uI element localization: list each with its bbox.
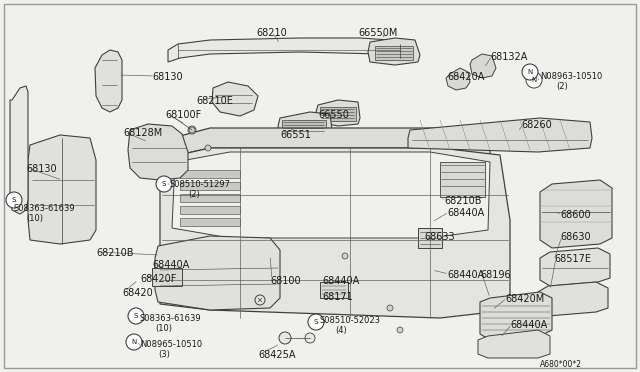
Text: S08510-52023: S08510-52023 — [320, 316, 381, 325]
Text: (4): (4) — [335, 326, 347, 335]
Text: 68100F: 68100F — [165, 110, 201, 120]
Circle shape — [6, 192, 22, 208]
Bar — [180, 170, 240, 178]
Text: 68440A: 68440A — [447, 270, 484, 280]
Circle shape — [188, 126, 196, 134]
Polygon shape — [155, 236, 280, 310]
Text: 68600: 68600 — [560, 210, 591, 220]
Text: S08363-61639: S08363-61639 — [14, 204, 76, 213]
Circle shape — [128, 308, 144, 324]
Text: 68210B: 68210B — [444, 196, 481, 206]
Text: 68260: 68260 — [521, 120, 552, 130]
Circle shape — [308, 314, 324, 330]
Text: 68210B: 68210B — [96, 248, 134, 258]
Text: N: N — [527, 69, 532, 75]
Circle shape — [397, 327, 403, 333]
Polygon shape — [478, 330, 550, 358]
Polygon shape — [28, 135, 96, 244]
Polygon shape — [10, 86, 28, 214]
Text: 68130: 68130 — [26, 164, 56, 174]
Bar — [418, 228, 442, 248]
Text: 66551: 66551 — [280, 130, 311, 140]
Circle shape — [189, 127, 195, 133]
Text: 68440A: 68440A — [322, 276, 359, 286]
Circle shape — [526, 72, 542, 88]
Text: S08363-61639: S08363-61639 — [140, 314, 202, 323]
Text: N: N — [131, 339, 136, 345]
Polygon shape — [368, 38, 420, 65]
Text: 68425A: 68425A — [258, 350, 296, 360]
Text: 68630: 68630 — [560, 232, 591, 242]
Bar — [180, 218, 240, 226]
Circle shape — [126, 334, 142, 350]
Polygon shape — [172, 152, 490, 238]
Text: N08965-10510: N08965-10510 — [140, 340, 202, 349]
Text: 68210: 68210 — [257, 28, 287, 38]
Polygon shape — [408, 118, 592, 152]
Text: S: S — [314, 319, 318, 325]
Polygon shape — [278, 112, 332, 138]
Text: 68128M: 68128M — [123, 128, 163, 138]
Polygon shape — [316, 100, 360, 126]
Circle shape — [156, 176, 172, 192]
Polygon shape — [480, 292, 552, 340]
Polygon shape — [160, 148, 510, 318]
Text: S08510-51297: S08510-51297 — [170, 180, 231, 189]
Text: 68171: 68171 — [322, 292, 353, 302]
Polygon shape — [540, 248, 610, 286]
Text: 66550: 66550 — [318, 110, 349, 120]
Text: 68440A: 68440A — [510, 320, 547, 330]
Text: S: S — [12, 197, 16, 203]
Circle shape — [342, 253, 348, 259]
Text: 68210E: 68210E — [196, 96, 233, 106]
Bar — [180, 194, 240, 202]
Polygon shape — [446, 68, 470, 90]
Text: 68132A: 68132A — [490, 52, 527, 62]
Circle shape — [305, 333, 315, 343]
Text: A680*00*2: A680*00*2 — [540, 360, 582, 369]
Circle shape — [205, 145, 211, 151]
Circle shape — [255, 295, 265, 305]
Text: (3): (3) — [158, 350, 170, 359]
Text: 68420A: 68420A — [447, 72, 484, 82]
Text: 68440A: 68440A — [152, 260, 189, 270]
Polygon shape — [212, 82, 258, 116]
Bar — [320, 107, 356, 121]
Bar — [320, 282, 348, 298]
Text: 68420: 68420 — [122, 288, 153, 298]
Circle shape — [279, 332, 291, 344]
Polygon shape — [470, 54, 496, 78]
Text: (2): (2) — [188, 190, 200, 199]
Text: 68130: 68130 — [152, 72, 182, 82]
Text: 68517E: 68517E — [554, 254, 591, 264]
Text: (2): (2) — [556, 82, 568, 91]
Text: 68100: 68100 — [270, 276, 301, 286]
Polygon shape — [128, 124, 188, 180]
Bar — [282, 120, 326, 134]
Text: 68420F: 68420F — [140, 274, 177, 284]
Polygon shape — [165, 128, 490, 158]
Circle shape — [387, 305, 393, 311]
Polygon shape — [540, 180, 612, 248]
Bar — [375, 46, 413, 60]
Text: 68420M: 68420M — [505, 294, 544, 304]
Text: N: N — [531, 77, 536, 83]
Text: 66550M: 66550M — [358, 28, 397, 38]
Bar — [152, 268, 182, 286]
Text: S: S — [134, 313, 138, 319]
Bar — [180, 182, 240, 190]
Polygon shape — [538, 282, 608, 316]
Circle shape — [522, 64, 538, 80]
Bar — [440, 162, 485, 197]
Text: 68196: 68196 — [480, 270, 511, 280]
Text: 68440A: 68440A — [447, 208, 484, 218]
Text: (10): (10) — [155, 324, 172, 333]
Text: (10): (10) — [26, 214, 43, 223]
Polygon shape — [95, 50, 122, 112]
Polygon shape — [168, 38, 410, 62]
Text: 68633: 68633 — [424, 232, 454, 242]
Bar — [180, 206, 240, 214]
Text: N08963-10510: N08963-10510 — [540, 72, 602, 81]
Text: S: S — [162, 181, 166, 187]
